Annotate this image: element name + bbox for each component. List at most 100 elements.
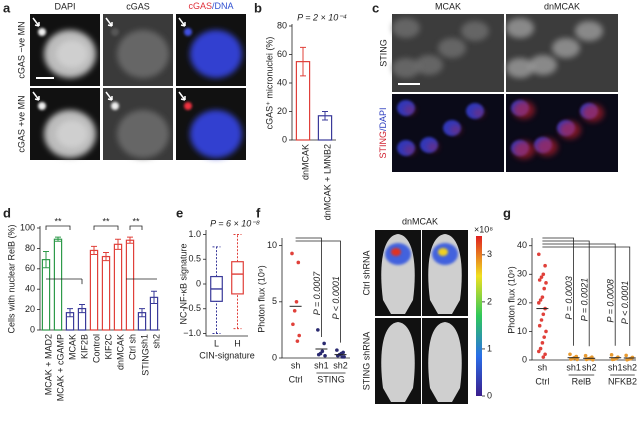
p-bracket bbox=[295, 240, 341, 343]
data-point bbox=[540, 341, 545, 345]
error-bar bbox=[322, 111, 328, 121]
colorbar-tick-label: 1 bbox=[487, 343, 492, 353]
arrow bbox=[105, 17, 113, 27]
data-point bbox=[537, 323, 542, 328]
data-point bbox=[624, 353, 628, 358]
data-point bbox=[539, 275, 544, 279]
micrograph bbox=[506, 94, 618, 172]
data-point bbox=[538, 346, 543, 351]
data-point bbox=[316, 328, 320, 332]
error-bar bbox=[139, 308, 145, 318]
y-tick-label: 40 bbox=[25, 284, 35, 294]
x-tick-label: sh2 bbox=[623, 362, 638, 372]
panel-label: g bbox=[503, 205, 511, 220]
y-tick-label: 60 bbox=[25, 263, 35, 273]
micrograph bbox=[176, 14, 246, 86]
y-tick-label: 20 bbox=[517, 297, 527, 307]
error-bar bbox=[43, 250, 49, 269]
row-label: STING/DAPI bbox=[378, 107, 388, 158]
row-label: STING bbox=[378, 39, 388, 67]
p-value: P < 0.0001 bbox=[331, 276, 341, 319]
cell-signal bbox=[529, 55, 557, 75]
title-part: /DNA bbox=[212, 1, 234, 11]
data-point bbox=[322, 341, 326, 346]
y-axis-label: NC-NF-κB signature bbox=[178, 243, 188, 324]
micrograph bbox=[103, 14, 173, 86]
data-point bbox=[541, 312, 546, 317]
x-tick-label: H bbox=[234, 338, 241, 348]
data-point bbox=[296, 260, 301, 265]
micronucleus bbox=[111, 102, 119, 110]
x-tick-label: Control bbox=[91, 334, 101, 363]
data-point bbox=[543, 352, 547, 357]
arrow bbox=[32, 91, 40, 101]
box bbox=[231, 261, 244, 295]
arrow bbox=[105, 91, 113, 101]
p-bracket bbox=[542, 240, 590, 347]
micronucleus bbox=[184, 28, 192, 36]
p-value: P < 0.0001 bbox=[620, 281, 630, 324]
colorbar-tick-label: 0 bbox=[487, 390, 492, 400]
data-point bbox=[292, 309, 297, 313]
y-tick-label: −1.0 bbox=[183, 328, 201, 338]
micrograph bbox=[392, 94, 504, 172]
p-value: P = 0.0003 bbox=[564, 276, 574, 319]
label-part: /DAPI bbox=[378, 107, 388, 131]
cell-signal bbox=[438, 38, 466, 58]
annotation: P = 2 × 10⁻⁴ bbox=[297, 12, 347, 22]
data-point bbox=[537, 252, 541, 257]
x-tick-label: sh2 bbox=[333, 360, 348, 370]
p-bracket bbox=[295, 237, 322, 338]
bioluminescence-image bbox=[422, 318, 468, 404]
panel-label: e bbox=[176, 205, 183, 220]
y-tick-label: 0.5 bbox=[188, 254, 201, 264]
sting-signal bbox=[559, 121, 581, 139]
whisker bbox=[233, 233, 242, 330]
x-tick-label: sh1 bbox=[608, 362, 623, 372]
x-tick-label: sh1 bbox=[139, 334, 149, 349]
p-value: P = 0.0021 bbox=[580, 278, 590, 321]
column-title: dnMCAK bbox=[544, 1, 580, 11]
x-tick-label: dnMCAK bbox=[115, 334, 125, 370]
sting-signal bbox=[427, 142, 439, 152]
label-part: STING bbox=[378, 131, 388, 159]
x-tick-label: MCAK + MAD2 bbox=[43, 334, 53, 395]
x-tick-label: sh1 bbox=[566, 362, 581, 372]
bioluminescence-image bbox=[375, 318, 421, 404]
bar bbox=[125, 239, 135, 331]
error-bar bbox=[127, 236, 133, 244]
y-tick-label: 10 bbox=[517, 326, 527, 336]
arrow bbox=[178, 17, 186, 27]
panel-label: f bbox=[256, 205, 261, 220]
cell-signal bbox=[506, 18, 534, 38]
row-label: cGAS +ve MN bbox=[16, 95, 26, 152]
whisker bbox=[212, 246, 221, 335]
panel-label: c bbox=[372, 0, 379, 15]
group-line bbox=[46, 278, 157, 285]
sig-label: ** bbox=[102, 216, 110, 226]
error-bar bbox=[300, 46, 306, 77]
y-tick-label: 0 bbox=[30, 324, 35, 334]
data-point bbox=[294, 300, 299, 304]
y-tick-label: 10 bbox=[267, 240, 277, 250]
group-label: RelB bbox=[572, 376, 592, 386]
data-point bbox=[541, 355, 546, 359]
y-tick-label: 0 bbox=[522, 354, 527, 364]
x-tick-label: sh bbox=[538, 362, 548, 372]
p-value: P = 0.0008 bbox=[606, 279, 616, 322]
sting-signal bbox=[404, 105, 416, 115]
data-point bbox=[543, 263, 547, 268]
arrow bbox=[32, 17, 40, 27]
annotation: P = 6 × 10⁻⁸ bbox=[210, 218, 260, 228]
y-tick-label: 80 bbox=[277, 20, 287, 30]
micronucleus bbox=[38, 28, 46, 36]
sting-signal bbox=[404, 145, 416, 155]
cell-signal bbox=[552, 38, 580, 58]
sig-bracket bbox=[45, 225, 71, 230]
cell-signal bbox=[415, 55, 443, 75]
signal-core bbox=[438, 248, 448, 256]
micrograph bbox=[506, 14, 618, 92]
p-bracket bbox=[542, 246, 631, 346]
p-bracket bbox=[542, 237, 574, 346]
mouse bbox=[428, 322, 462, 402]
